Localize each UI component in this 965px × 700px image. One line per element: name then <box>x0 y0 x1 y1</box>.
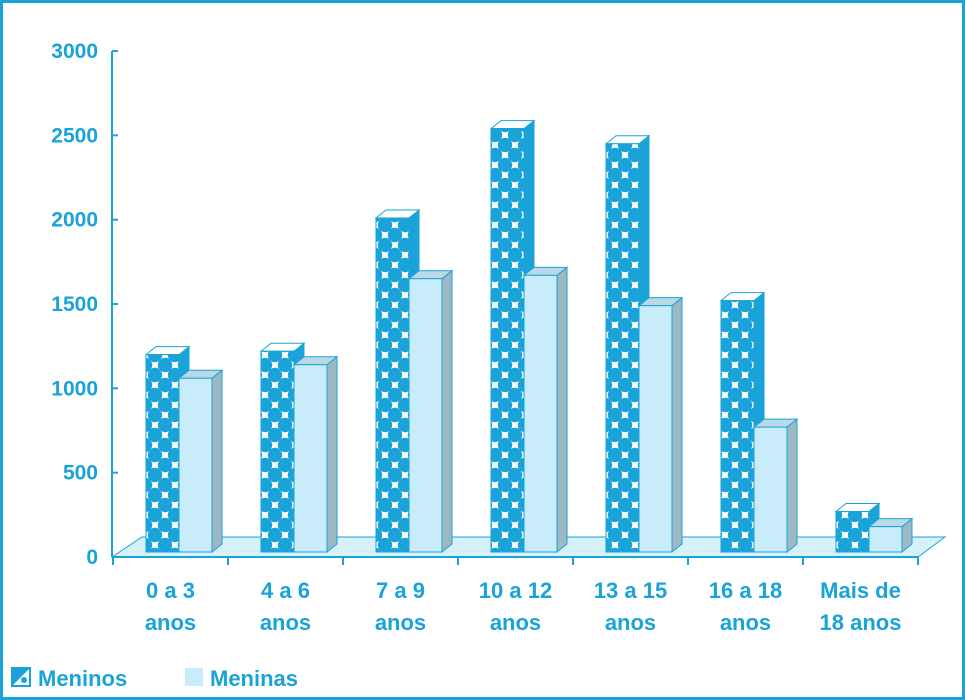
bar-meninas <box>407 269 454 554</box>
bar-meninas <box>867 517 914 554</box>
x-category-label: anos <box>720 610 771 635</box>
bar-meninas-side <box>441 269 453 554</box>
bar-meninas-front <box>178 377 213 553</box>
bar-meninas-front <box>868 526 903 553</box>
bar-meninos-front <box>490 128 525 553</box>
x-category-label: anos <box>490 610 541 635</box>
bar-meninos-front <box>720 300 755 553</box>
x-category-label: anos <box>605 610 656 635</box>
x-category-label: 7 a 9 <box>376 578 425 603</box>
x-category-label: anos <box>375 610 426 635</box>
bar-meninas-front <box>523 274 558 553</box>
labels-layer: 0 500 1000 1500 2000 2500 3000 0 a 3 anos 4 a 6 an… <box>51 40 901 635</box>
bar-meninas-front <box>638 305 673 553</box>
bar-meninos-front <box>605 143 640 553</box>
bar-meninas-front <box>408 278 443 553</box>
bar-meninas-side <box>556 266 568 554</box>
bar-meninas <box>637 296 684 554</box>
bar-meninas <box>522 266 569 554</box>
bar-meninas-front <box>293 364 328 553</box>
y-tick-label: 3000 <box>51 40 98 63</box>
x-category-label: anos <box>145 610 196 635</box>
x-category-label: 16 a 18 <box>709 578 782 603</box>
bar-meninas-side <box>211 369 223 554</box>
legend-label-meninas: Meninas <box>210 666 298 691</box>
bar-meninas-side <box>786 418 798 554</box>
x-category-label: 18 anos <box>820 610 902 635</box>
legend-label-meninos: Meninos <box>38 666 127 691</box>
legend-swatch-meninas <box>185 668 203 686</box>
y-tick-label: 2500 <box>51 124 98 147</box>
y-tick-label: 500 <box>63 462 98 485</box>
x-category-label: 13 a 15 <box>594 578 667 603</box>
bar-meninas-side <box>326 355 338 554</box>
bar-meninas <box>177 369 224 554</box>
x-category-label: Mais de <box>820 578 901 603</box>
bar-meninos-front <box>375 217 410 553</box>
legend: Meninos Meninas <box>11 666 298 691</box>
bar-meninas <box>752 418 799 554</box>
legend-swatch-meninos <box>11 667 31 687</box>
bar-meninas-side <box>671 296 683 554</box>
bar-meninos-front <box>145 354 180 553</box>
bar-meninos <box>489 119 536 554</box>
bar-meninas-front <box>753 426 788 553</box>
x-category-label: anos <box>260 610 311 635</box>
x-category-label: 0 a 3 <box>146 578 195 603</box>
bars-layer <box>144 119 914 554</box>
y-tick-label: 1000 <box>51 377 98 400</box>
x-category-label: 4 a 6 <box>261 578 310 603</box>
x-category-label: 10 a 12 <box>479 578 552 603</box>
y-tick-label: 2000 <box>51 209 98 232</box>
bar-meninos-front <box>260 350 295 553</box>
y-tick-label: 1500 <box>51 293 98 316</box>
bar-meninos-front <box>835 510 870 553</box>
y-tick-label: 0 <box>86 546 98 569</box>
axis-layer <box>111 50 919 565</box>
bar-meninas <box>292 355 339 554</box>
